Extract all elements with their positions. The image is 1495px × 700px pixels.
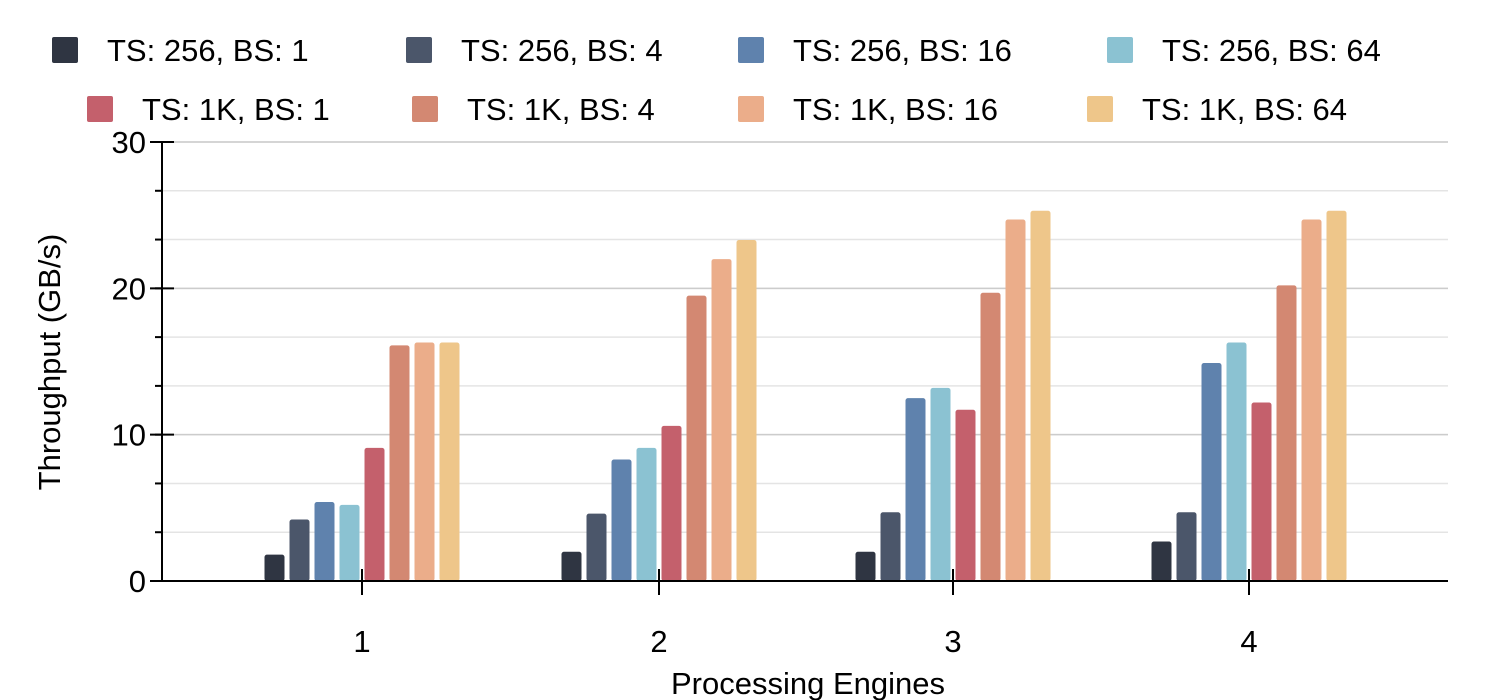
bar-8-cat-4: [1326, 210, 1347, 581]
y-tick-label: 20: [112, 271, 146, 306]
bar-5-cat-1: [364, 447, 385, 581]
legend-label-8: TS: 1K, BS: 64: [1142, 92, 1347, 127]
bars: [264, 210, 1347, 581]
bar-4-cat-2: [636, 447, 657, 581]
bar-8-cat-1: [439, 342, 460, 581]
legend-label-1: TS: 256, BS: 1: [107, 33, 309, 68]
y-tick-label: 10: [112, 418, 146, 453]
legend-label-4: TS: 256, BS: 64: [1162, 33, 1381, 68]
axes: 0 10 20 30 1 2 3 4: [112, 125, 1448, 659]
bar-2-cat-2: [586, 513, 607, 581]
bar-7-cat-3: [1005, 219, 1026, 581]
legend-label-3: TS: 256, BS: 16: [793, 33, 1012, 68]
legend-swatch-2: [406, 37, 432, 63]
legend-label-5: TS: 1K, BS: 1: [142, 92, 330, 127]
legend-label-2: TS: 256, BS: 4: [461, 33, 663, 68]
bar-1-cat-4: [1151, 541, 1172, 581]
legend-swatch-3: [738, 37, 764, 63]
bar-5-cat-2: [661, 425, 682, 581]
legend-swatch-8: [1087, 96, 1113, 122]
bar-4-cat-1: [339, 504, 360, 581]
y-tick-label: 0: [129, 564, 146, 599]
bar-8-cat-2: [736, 240, 757, 581]
legend: TS: 256, BS: 1 TS: 256, BS: 4 TS: 256, BS:…: [52, 33, 1381, 127]
bar-7-cat-2: [711, 259, 732, 581]
x-tick-label: 1: [353, 624, 370, 659]
y-tick-label: 30: [112, 125, 146, 160]
bar-6-cat-2: [686, 295, 707, 581]
bar-3-cat-4: [1201, 362, 1222, 581]
bar-2-cat-3: [880, 512, 901, 581]
bar-3-cat-2: [611, 459, 632, 581]
legend-swatch-7: [738, 96, 764, 122]
y-axis-label: Throughput (GB/s): [32, 234, 67, 491]
bar-3-cat-3: [905, 398, 926, 581]
bar-1-cat-3: [855, 551, 876, 581]
bar-2-cat-1: [289, 519, 310, 581]
x-tick-label: 3: [944, 624, 961, 659]
bar-1-cat-1: [264, 554, 285, 581]
bar-4-cat-3: [930, 387, 951, 581]
bar-3-cat-1: [314, 501, 335, 581]
legend-swatch-4: [1107, 37, 1133, 63]
bar-7-cat-1: [414, 342, 435, 581]
bar-6-cat-3: [980, 292, 1001, 581]
bar-5-cat-4: [1251, 402, 1272, 581]
bar-6-cat-4: [1276, 285, 1297, 581]
x-axis-label: Processing Engines: [671, 666, 945, 700]
bar-8-cat-3: [1030, 210, 1051, 581]
x-tick-label: 4: [1240, 624, 1257, 659]
bar-4-cat-4: [1226, 342, 1247, 581]
bar-2-cat-4: [1176, 512, 1197, 581]
bar-7-cat-4: [1301, 219, 1322, 581]
legend-swatch-5: [87, 96, 113, 122]
legend-label-6: TS: 1K, BS: 4: [467, 92, 655, 127]
legend-swatch-6: [412, 96, 438, 122]
legend-label-7: TS: 1K, BS: 16: [793, 92, 998, 127]
bar-1-cat-2: [561, 551, 582, 581]
legend-swatch-1: [52, 37, 78, 63]
bar-5-cat-3: [955, 409, 976, 581]
x-tick-label: 2: [650, 624, 667, 659]
bar-6-cat-1: [389, 345, 410, 581]
